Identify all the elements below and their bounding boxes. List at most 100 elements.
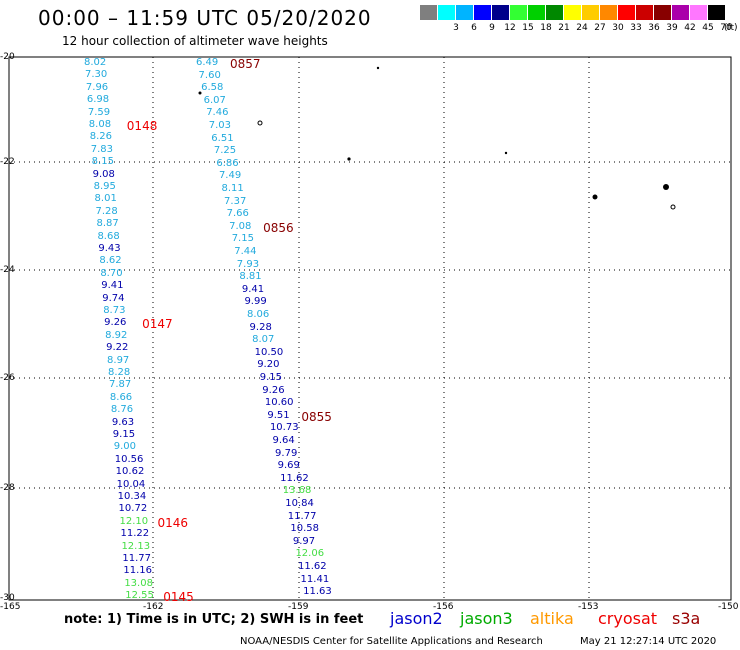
island-marker <box>663 184 669 190</box>
wave-height-value: 13.68 <box>282 485 312 497</box>
wave-height-value: 7.87 <box>108 379 132 391</box>
wave-height-value: 7.08 <box>229 220 252 232</box>
lat-tick-label: -28 <box>0 483 15 493</box>
wave-height-value: 7.93 <box>236 258 260 270</box>
map-grid <box>9 57 731 600</box>
wave-height-value: 11.16 <box>123 565 152 577</box>
wave-height-value: 9.51 <box>267 409 290 421</box>
wave-height-value: 10.04 <box>116 478 146 490</box>
wave-height-value: 8.68 <box>97 230 120 242</box>
scale-swatch <box>690 5 707 20</box>
wave-height-value: 7.28 <box>95 205 118 217</box>
wave-height-value: 8.70 <box>100 267 123 279</box>
wave-height-value: 7.46 <box>206 107 229 119</box>
lat-tick-label: -24 <box>0 265 15 275</box>
wave-height-value: 6.07 <box>203 94 226 106</box>
scale-label: 9 <box>489 23 495 33</box>
pass-time-label: 0855 <box>301 409 332 424</box>
wave-height-value: 12.10 <box>119 515 149 527</box>
wave-height-value: 7.44 <box>234 246 257 257</box>
footer-note: note: 1) Time is in UTC; 2) SWH is in fe… <box>64 612 364 627</box>
wave-height-value: 7.49 <box>218 170 242 182</box>
wave-height-value: 11.62 <box>298 561 327 572</box>
pass-time-label: 0148 <box>126 119 158 133</box>
wave-height-value: 6.98 <box>86 94 110 106</box>
wave-height-value: 8.08 <box>88 119 112 130</box>
wave-height-value: 8.15 <box>91 156 114 168</box>
wave-height-value: 9.41 <box>241 283 265 295</box>
scale-swatch <box>600 5 617 20</box>
wave-height-value: 6.86 <box>216 157 239 169</box>
wave-height-value: 11.77 <box>287 510 317 522</box>
pass-time-label: 0146 <box>157 515 189 530</box>
wave-height-value: 13.08 <box>124 577 153 589</box>
island-marker <box>347 157 351 161</box>
credit-line: NOAA/NESDIS Center for Satellite Applica… <box>240 636 543 647</box>
wave-height-value: 12.06 <box>295 548 325 560</box>
wave-height-value: 8.62 <box>99 255 122 267</box>
wave-height-value: 10.72 <box>118 503 148 515</box>
map-subtitle: 12 hour collection of altimeter wave hei… <box>62 34 328 48</box>
scale-label: 18 <box>540 23 552 33</box>
scale-swatch <box>546 5 563 20</box>
scale-label: 27 <box>594 23 606 33</box>
wave-height-value: 8.66 <box>109 391 133 403</box>
wave-height-value: 10.56 <box>114 453 144 465</box>
scale-swatch <box>582 5 599 20</box>
scale-swatch <box>672 5 689 20</box>
wave-height-value: 8.02 <box>84 57 107 68</box>
scale-label: 36 <box>648 23 660 33</box>
island-marker <box>592 194 598 200</box>
satellite-legend-altika: altika <box>530 609 574 628</box>
wave-height-value: 9.15 <box>259 372 283 383</box>
scale-label: 70 <box>720 23 732 33</box>
wave-height-value: 7.59 <box>87 106 111 118</box>
wave-height-value: 7.83 <box>90 143 113 155</box>
scale-swatch <box>438 5 455 20</box>
wave-height-value: 9.69 <box>277 460 300 472</box>
scale-label: 21 <box>558 23 570 33</box>
map-frame <box>8 56 732 601</box>
scale-label: 24 <box>576 23 588 33</box>
wave-height-value: 10.34 <box>117 491 147 502</box>
scale-swatch <box>510 5 527 20</box>
scale-swatch <box>618 5 635 20</box>
scale-swatch <box>420 5 437 20</box>
lon-tick-label: -165 <box>0 602 21 612</box>
scale-swatch <box>654 5 671 20</box>
lon-tick-label: -153 <box>578 602 599 612</box>
satellite-legend-jason3: jason3 <box>460 609 513 628</box>
wave-height-value: 8.87 <box>96 218 119 230</box>
scale-swatch <box>474 5 491 20</box>
scale-label: 33 <box>630 23 642 33</box>
island-markers <box>198 66 676 210</box>
lat-tick-label: -30 <box>0 593 15 603</box>
pass-time-label: 0147 <box>142 317 173 332</box>
wave-height-value: 8.95 <box>93 181 116 192</box>
island-marker <box>376 66 380 70</box>
wave-height-value: 9.41 <box>101 280 124 292</box>
wave-height-value: 8.11 <box>221 183 244 194</box>
lon-tick-label: -156 <box>433 602 454 612</box>
scale-label: 15 <box>522 23 534 33</box>
wave-height-value: 8.81 <box>239 271 262 283</box>
island-marker <box>670 204 676 210</box>
wave-height-value: 6.58 <box>201 82 224 94</box>
wave-height-value: 11.22 <box>120 528 150 540</box>
wave-height-value: 9.79 <box>275 447 298 459</box>
wave-height-value: 8.07 <box>252 334 275 346</box>
wave-height-value: 9.64 <box>272 435 295 446</box>
lon-tick-label: -159 <box>288 602 309 612</box>
wave-height-value: 8.28 <box>108 367 131 378</box>
wave-height-value: 9.63 <box>111 416 135 428</box>
satellite-legend-cryosat: cryosat <box>598 609 658 628</box>
wave-height-value: 6.51 <box>211 132 234 144</box>
wave-height-value: 11.41 <box>300 573 330 585</box>
scale-swatch <box>708 5 725 20</box>
wave-height-value: 9.00 <box>113 441 137 453</box>
wave-height-value: 9.15 <box>112 429 136 440</box>
wave-height-value: 7.25 <box>213 145 237 157</box>
pass-time-label: 0145 <box>163 590 194 605</box>
wave-height-value: 8.01 <box>94 193 117 205</box>
